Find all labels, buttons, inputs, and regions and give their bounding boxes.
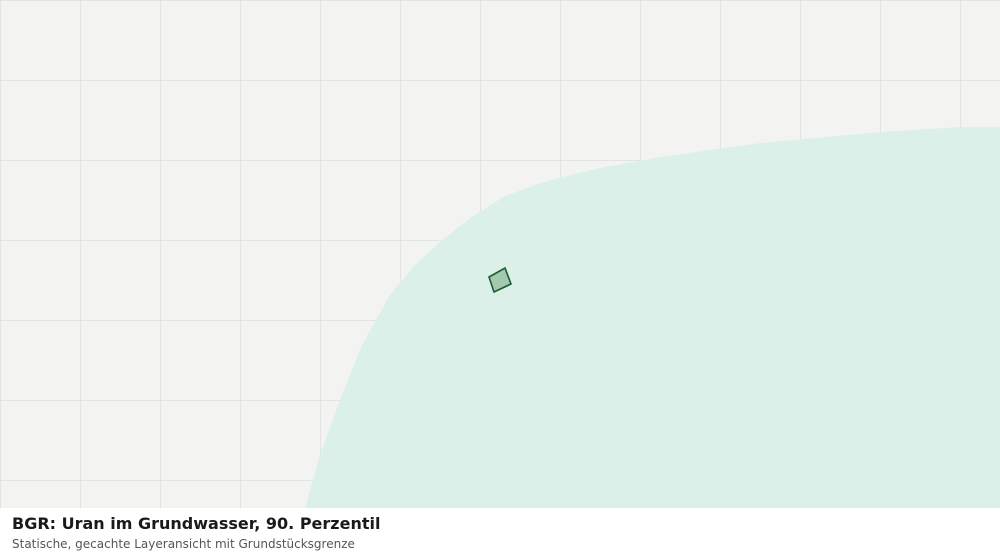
layer-subtitle: Statische, gecachte Layeransicht mit Gru… [12,537,355,551]
layer-title: BGR: Uran im Grundwasser, 90. Perzentil [12,514,381,533]
property-boundary-parcel[interactable] [488,266,513,294]
map-canvas [0,0,1000,508]
map-caption: BGR: Uran im Grundwasser, 90. Perzentil … [0,508,1000,560]
map-view[interactable] [0,0,1000,508]
uranium-groundwater-layer-area [305,127,1000,508]
